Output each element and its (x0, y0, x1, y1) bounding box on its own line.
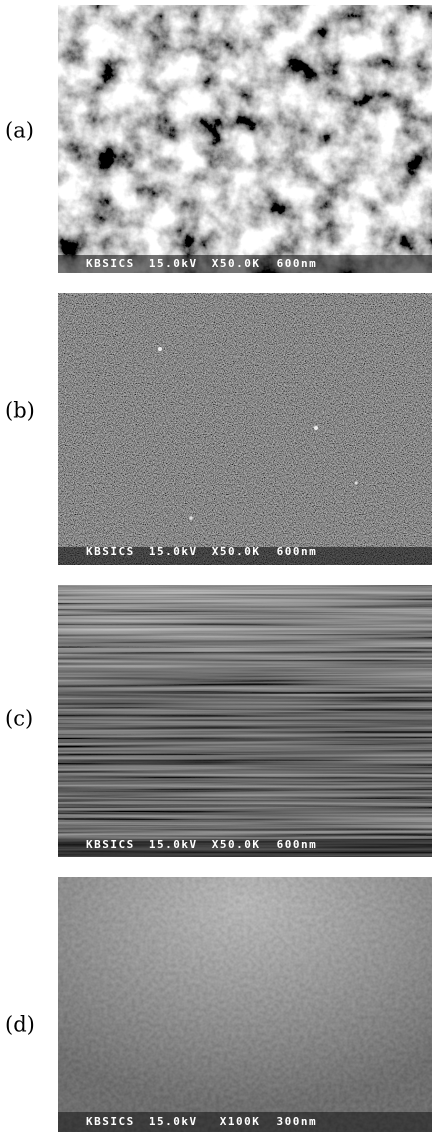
panel-label: (d) (5, 1013, 35, 1037)
info-text: KBSICS 15.0kV X50.0K 600nm (86, 838, 317, 851)
voltage: 15.0kV (149, 1115, 198, 1128)
shading (58, 585, 432, 857)
sem-image (58, 5, 432, 273)
voltage: 15.0kV (149, 545, 198, 558)
scale: 600nm (277, 545, 318, 558)
particle (314, 426, 318, 430)
scale: 600nm (277, 257, 318, 270)
panel-a: KBSICS 15.0kV X50.0K 600nm (a) (5, 5, 432, 273)
voltage: 15.0kV (149, 257, 198, 270)
magnification: X50.0K (212, 545, 261, 558)
voltage: 15.0kV (149, 838, 198, 851)
instrument: KBSICS (86, 257, 135, 270)
panel-label: (a) (5, 119, 34, 143)
info-text: KBSICS 15.0kV X50.0K 600nm (86, 545, 317, 558)
panel-d: KBSICS 15.0kV X100K 300nm (d) (5, 877, 432, 1132)
sem-image (58, 293, 432, 565)
magnification: X50.0K (212, 838, 261, 851)
instrument: KBSICS (86, 545, 135, 558)
particle (355, 482, 358, 485)
instrument: KBSICS (86, 1115, 135, 1128)
figure: KBSICS 15.0kV X50.0K 600nm (a) KBSICS 15… (0, 0, 435, 1136)
instrument: KBSICS (86, 838, 135, 851)
scale: 600nm (277, 838, 318, 851)
particle (158, 347, 162, 351)
magnification: X50.0K (212, 257, 261, 270)
scale: 300nm (277, 1115, 318, 1128)
shading (58, 877, 432, 1132)
panel-label: (c) (5, 707, 33, 731)
info-text: KBSICS 15.0kV X50.0K 600nm (86, 257, 317, 270)
magnification: X100K (220, 1115, 261, 1128)
panel-c: KBSICS 15.0kV X50.0K 600nm (c) (5, 585, 432, 857)
info-text: KBSICS 15.0kV X100K 300nm (86, 1115, 317, 1128)
particle (189, 516, 193, 520)
panel-label: (b) (5, 399, 35, 423)
panel-b: KBSICS 15.0kV X50.0K 600nm (b) (5, 293, 432, 565)
